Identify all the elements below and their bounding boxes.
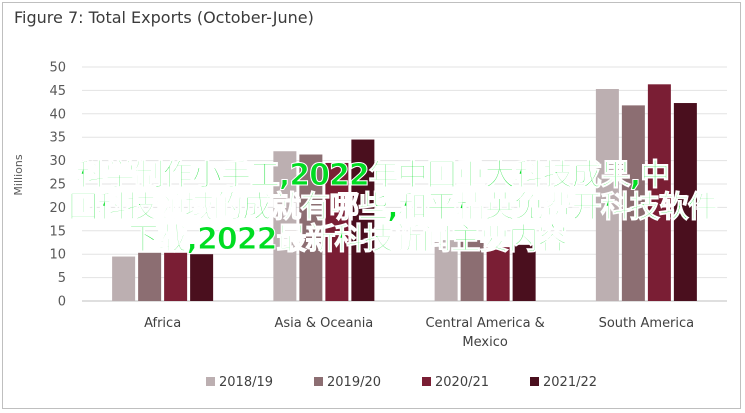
x-category-label: South America (599, 316, 695, 331)
y-tick-label: 5 (58, 271, 66, 286)
bar (138, 252, 162, 301)
bar (190, 254, 214, 301)
chart-title: Figure 7: Total Exports (October-June) (14, 8, 314, 27)
bar (351, 139, 375, 301)
y-tick-label: 0 (58, 295, 66, 310)
y-tick-label: 30 (49, 154, 66, 169)
x-category-label: Central America & (425, 316, 544, 331)
x-category-label: Africa (144, 316, 181, 331)
y-tick-label: 50 (49, 61, 66, 76)
legend-label: 2018/19 (219, 375, 273, 390)
y-tick-label: 25 (49, 178, 66, 193)
bar (164, 252, 188, 301)
legend-swatch (530, 377, 539, 386)
y-tick-label: 15 (49, 224, 66, 239)
x-category-label: Mexico (462, 335, 507, 350)
bar (112, 256, 136, 301)
y-tick-label: 10 (49, 248, 66, 263)
bar (325, 162, 349, 301)
legend-label: 2019/20 (327, 375, 381, 390)
bar (621, 105, 645, 301)
legend-label: 2021/22 (543, 375, 597, 390)
y-tick-label: 20 (49, 201, 66, 216)
y-axis-label: Millions (12, 154, 25, 195)
y-tick-label: 40 (49, 107, 66, 122)
bar (434, 240, 458, 301)
bar (595, 88, 619, 301)
legend-label: 2020/21 (435, 375, 489, 390)
legend-swatch (314, 377, 323, 386)
bar (647, 84, 671, 301)
legend-swatch (206, 377, 215, 386)
legend-swatch (422, 377, 431, 386)
bar (512, 244, 536, 301)
bar (486, 247, 510, 301)
x-category-label: Asia & Oceania (274, 316, 373, 331)
bar (460, 240, 484, 301)
y-tick-label: 45 (49, 84, 66, 99)
bar (299, 154, 323, 301)
bar (673, 103, 697, 301)
y-tick-label: 35 (49, 131, 66, 146)
bar (273, 151, 297, 301)
